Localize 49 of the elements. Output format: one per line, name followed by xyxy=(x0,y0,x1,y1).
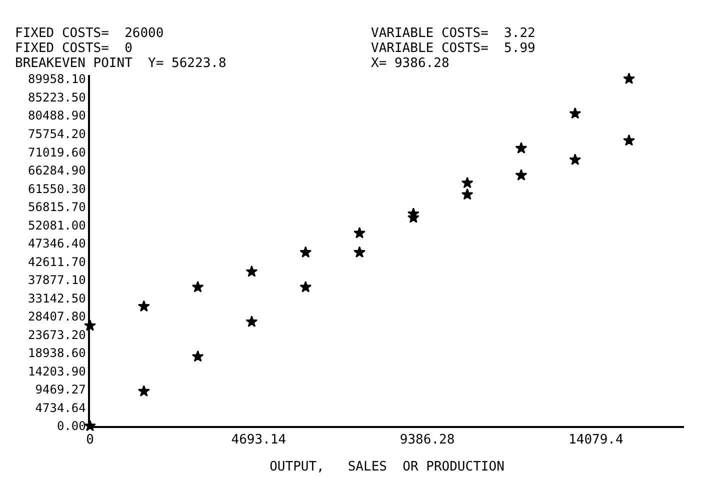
y-tick-label: 28407.80 xyxy=(28,310,86,324)
point xyxy=(515,142,528,154)
point xyxy=(354,226,366,238)
x-tick-label: 14079.4 xyxy=(568,432,624,448)
x-tick-label: 0 xyxy=(86,432,94,448)
point xyxy=(300,280,312,292)
point xyxy=(515,169,528,180)
point xyxy=(138,300,150,312)
point xyxy=(569,154,582,166)
y-tick-label: 18938.60 xyxy=(28,346,86,360)
point xyxy=(461,176,474,188)
x-axis-title: OUTPUT, SALES OR PRODUCTION xyxy=(270,459,504,474)
y-tick-label: 66284.90 xyxy=(28,164,86,178)
text: X= 9386.28 xyxy=(371,56,450,71)
point xyxy=(246,265,258,277)
y-tick-label: 80488.90 xyxy=(28,108,86,123)
point xyxy=(192,280,204,292)
point xyxy=(623,72,635,84)
point xyxy=(138,385,150,396)
point xyxy=(569,107,582,119)
text: VARIABLE COSTS= 5.99 xyxy=(371,41,536,56)
point xyxy=(623,134,635,146)
text: BREAKEVEN POINT Y= 56223.8 xyxy=(15,56,226,71)
y-tick-label: 0.00 xyxy=(56,419,86,434)
point xyxy=(192,350,204,362)
point xyxy=(246,316,258,328)
point xyxy=(354,246,366,258)
y-tick-label: 4734.64 xyxy=(35,400,86,415)
y-tick-label: 33142.50 xyxy=(28,291,86,306)
y-tick-label: 75754.20 xyxy=(28,127,86,142)
y-tick-label: 85223.50 xyxy=(28,90,86,104)
y-tick-label: 52081.00 xyxy=(28,218,86,232)
y-tick-label: 71019.60 xyxy=(28,145,86,160)
x-tick-label: 4693.14 xyxy=(231,432,286,448)
text: FIXED COSTS= 26000 xyxy=(15,26,164,41)
y-tick-label: 37877.10 xyxy=(28,273,86,288)
y-tick-label: 42611.70 xyxy=(28,254,86,269)
y-tick-label: 56815.70 xyxy=(28,200,86,214)
point xyxy=(300,246,312,258)
y-tick-label: 9469.27 xyxy=(35,382,86,397)
y-tick-label: 89958.10 xyxy=(28,72,86,86)
y-tick-label: 47346.40 xyxy=(28,236,86,251)
y-tick-label: 23673.20 xyxy=(28,328,86,342)
x-tick-label: 9386.28 xyxy=(400,432,455,448)
text: FIXED COSTS= 0 xyxy=(15,41,132,56)
point xyxy=(461,188,474,200)
text: VARIABLE COSTS= 3.22 xyxy=(371,26,536,41)
y-tick-label: 14203.90 xyxy=(28,364,86,378)
y-tick-label: 61550.30 xyxy=(28,182,86,196)
